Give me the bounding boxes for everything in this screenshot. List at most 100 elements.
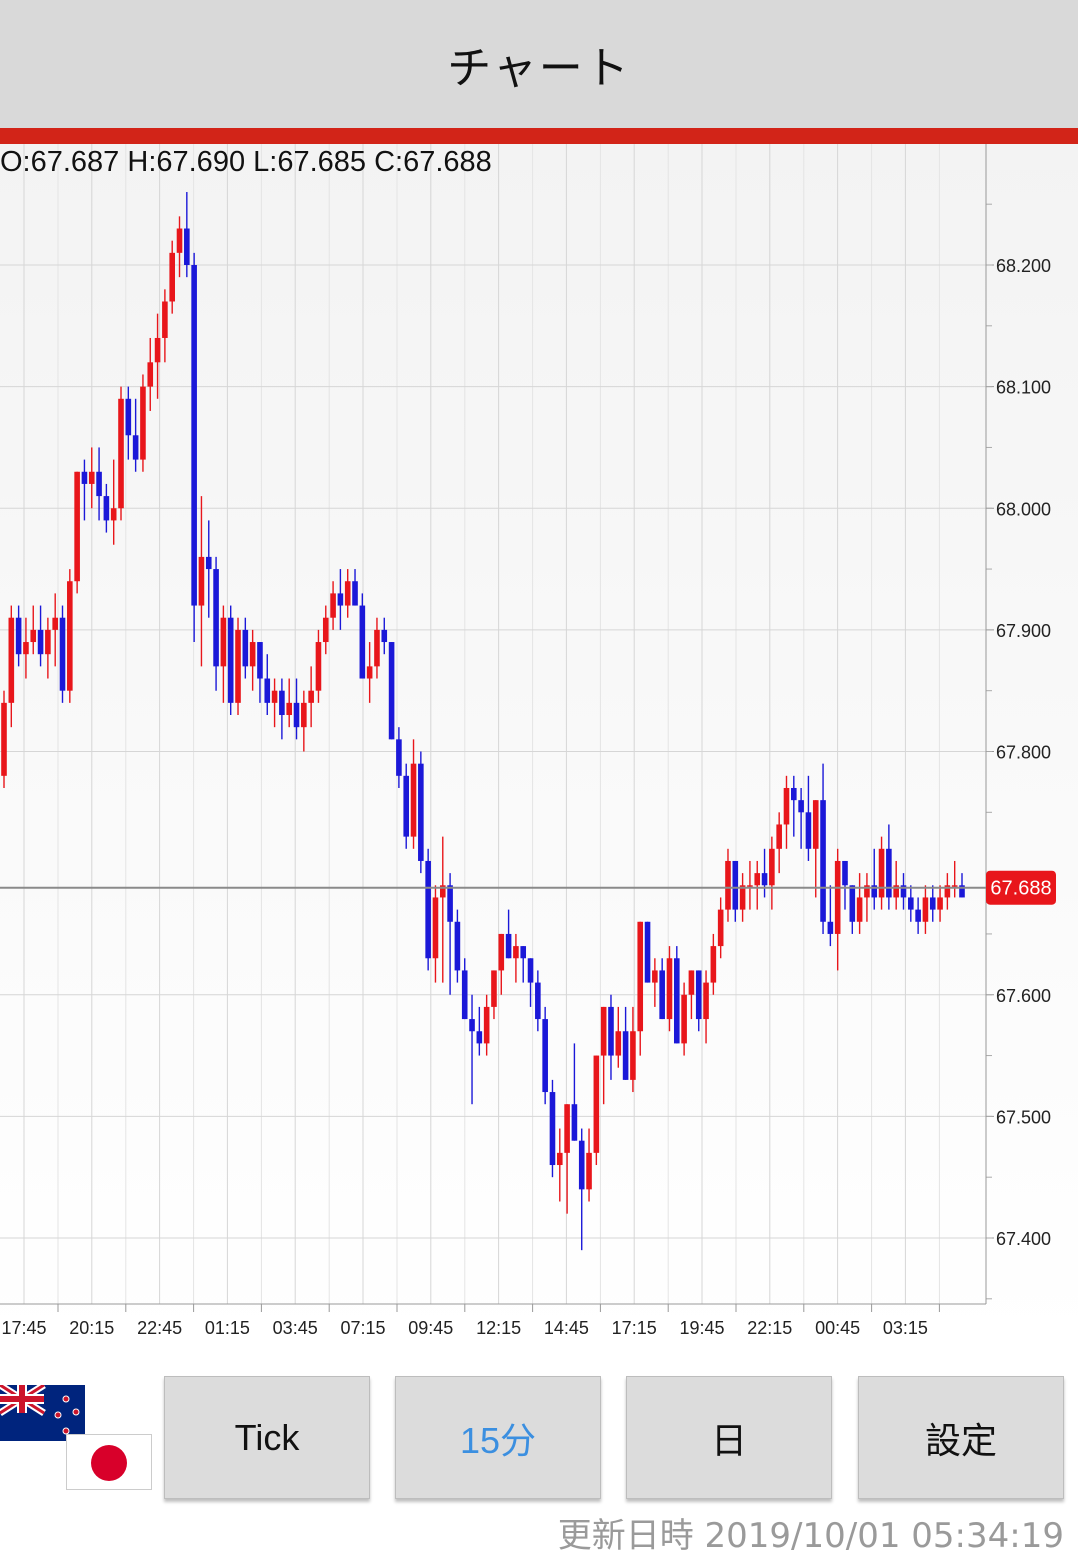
candle-body	[929, 897, 936, 910]
candle-body	[878, 848, 885, 898]
candle-body	[615, 1031, 622, 1056]
candle-body	[556, 1152, 563, 1166]
candle-body	[798, 800, 804, 813]
candle-body	[644, 921, 651, 983]
candle-body	[849, 885, 856, 922]
candlestick-chart[interactable]: 17:45 20:15 22:45 01:15 03:45 07:15 09:45 12:15…	[0, 144, 1078, 1344]
candle-body	[951, 885, 958, 887]
candle-body	[359, 605, 366, 679]
candle-body	[447, 885, 453, 922]
candle-body	[169, 252, 175, 302]
candle-body	[886, 848, 892, 898]
candle-body	[30, 629, 37, 643]
candle-body	[812, 800, 819, 849]
candle-body	[586, 1152, 592, 1190]
jp-flag-disc	[91, 1445, 127, 1481]
candle-body	[783, 787, 790, 825]
update-timestamp: 更新日時 2019/10/01 05:34:19	[557, 1516, 1064, 1556]
15min-button[interactable]: 15分	[395, 1376, 601, 1499]
candle-body	[271, 690, 278, 703]
candle-body	[622, 1031, 629, 1080]
candle-body	[571, 1104, 578, 1141]
candle-body	[871, 885, 878, 898]
accent-line	[0, 128, 1078, 144]
y-tick-label: 67.600	[996, 986, 1051, 1006]
jp-flag-icon[interactable]	[66, 1434, 152, 1490]
candle-body	[191, 265, 197, 606]
x-tick-label: 22:15	[747, 1318, 792, 1338]
candle-body	[213, 569, 219, 667]
candle-body	[242, 629, 249, 667]
tick-button[interactable]: Tick	[164, 1376, 370, 1499]
candle-body	[132, 435, 139, 460]
candle-body	[235, 629, 241, 703]
candle-body	[88, 471, 95, 484]
candle-body	[491, 970, 497, 1007]
candle-body	[59, 617, 66, 691]
candle-body	[315, 642, 322, 691]
settings-button[interactable]: 設定	[858, 1376, 1064, 1499]
candle-body	[67, 581, 73, 691]
candle-body	[330, 593, 336, 618]
candle-body	[864, 885, 870, 898]
candle-body	[257, 642, 263, 679]
candle-body	[805, 812, 812, 849]
candle-body	[893, 885, 899, 898]
candle-body	[535, 982, 541, 1020]
candle-body	[776, 824, 782, 849]
candle-body	[527, 958, 534, 983]
candle-body	[769, 848, 775, 886]
candle-body	[754, 873, 761, 886]
x-tick-label: 12:15	[476, 1318, 521, 1338]
candle-body	[410, 763, 417, 837]
current-price-label: 67.688	[990, 878, 1051, 900]
candle-body	[483, 1006, 490, 1044]
candle-body	[227, 617, 234, 703]
candle-body	[513, 946, 519, 959]
y-tick-label: 68.100	[996, 378, 1051, 398]
candle-body	[856, 897, 863, 922]
candle-body	[717, 909, 724, 947]
candle-body	[220, 617, 227, 667]
candle-body	[147, 362, 154, 387]
daily-button[interactable]: 日	[626, 1376, 832, 1499]
x-tick-label: 17:15	[612, 1318, 657, 1338]
candle-body	[264, 678, 271, 703]
candle-body	[922, 897, 929, 922]
y-tick-label: 67.900	[996, 621, 1051, 641]
candle-body	[154, 337, 161, 363]
candle-body	[659, 970, 665, 1020]
candle-body	[520, 946, 527, 959]
candle-body	[1, 702, 7, 776]
ohlc-readout: O:67.687 H:67.690 L:67.685 C:67.688	[0, 146, 492, 178]
candle-body	[542, 1019, 548, 1093]
candle-body	[476, 1031, 483, 1044]
candle-body	[125, 398, 132, 436]
candle-body	[673, 958, 680, 1044]
candle-body	[600, 1006, 607, 1056]
candle-body	[630, 1031, 636, 1080]
candle-body	[688, 970, 695, 995]
nz-flag-icon[interactable]	[0, 1385, 85, 1441]
candle-body	[110, 508, 117, 521]
candle-body	[908, 897, 914, 910]
candle-body	[695, 970, 702, 1020]
x-tick-label: 14:45	[544, 1318, 589, 1338]
candle-body	[301, 702, 307, 728]
candle-body	[374, 629, 380, 667]
candle-body	[45, 629, 51, 655]
candle-body	[381, 629, 388, 643]
candle-body	[439, 885, 446, 898]
candle-body	[703, 982, 709, 1020]
candle-body	[352, 581, 358, 606]
y-tick-label: 67.400	[996, 1229, 1051, 1249]
candle-body	[74, 471, 80, 582]
x-tick-label: 07:15	[340, 1318, 385, 1338]
candle-body	[498, 933, 505, 971]
candle-body	[425, 860, 431, 959]
x-tick-label: 19:45	[679, 1318, 724, 1338]
current-price-badge	[986, 870, 1056, 905]
candle-body	[505, 933, 512, 959]
candle-body	[403, 775, 410, 837]
candle-body	[732, 860, 739, 910]
